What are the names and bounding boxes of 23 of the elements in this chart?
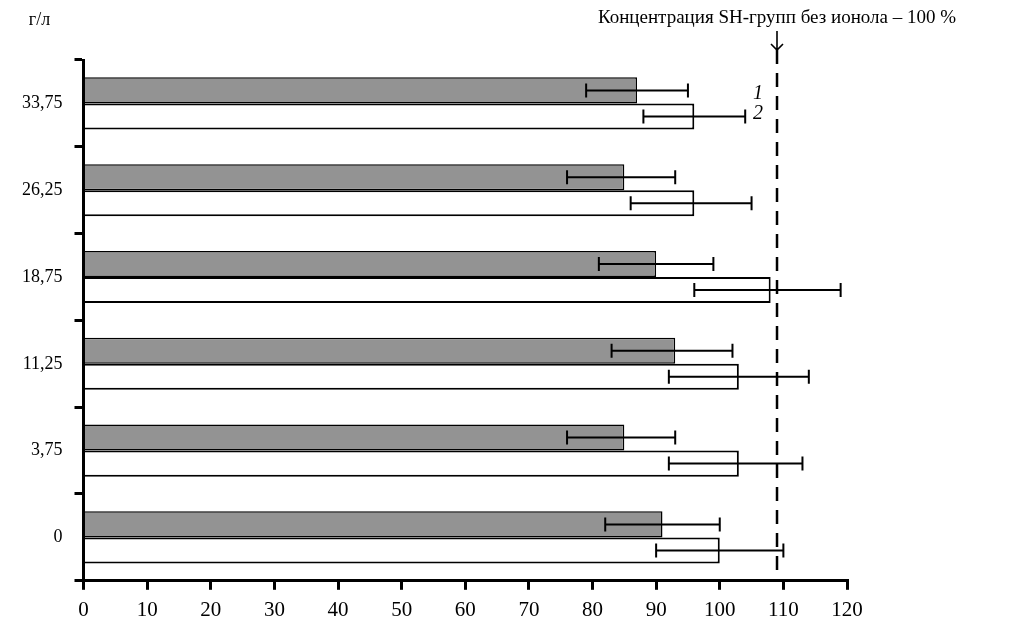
y-tick-label: 18,75: [22, 265, 63, 286]
text: 1: [753, 80, 764, 103]
x-tick-label: 100: [704, 596, 736, 621]
text: 2: [753, 100, 764, 123]
y-tick-label: 33,75: [22, 92, 63, 113]
y-tick-label: 3,75: [31, 439, 63, 460]
x-tick-label: 50: [391, 596, 413, 621]
y-tick-label: 0: [53, 526, 63, 547]
x-tick-label: 60: [454, 596, 476, 621]
x-tick-label: 0: [78, 596, 89, 621]
x-tick-label: 20: [200, 596, 222, 621]
y-tick-label: 26,25: [22, 178, 63, 199]
x-tick-label: 80: [582, 596, 603, 621]
x-tick-label: 30: [263, 596, 285, 621]
x-tick-label: 40: [327, 596, 349, 621]
x-tick-label: 110: [768, 596, 799, 621]
x-tick-label: 10: [136, 596, 158, 621]
x-tick-label: 90: [645, 596, 667, 621]
y-tick-label: 11,25: [22, 352, 63, 373]
y-axis-title: г/л: [28, 8, 51, 29]
x-tick-label: 70: [518, 596, 540, 621]
x-tick-label: 120: [831, 596, 863, 621]
ref-line-label: Концентрация SH-групп без ионола – 100 %: [597, 5, 957, 27]
